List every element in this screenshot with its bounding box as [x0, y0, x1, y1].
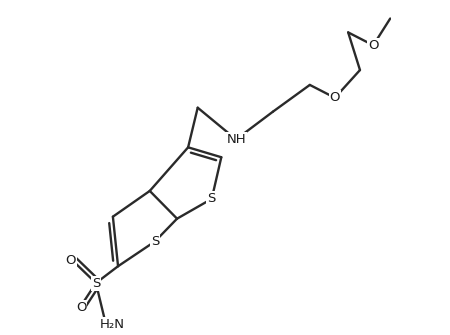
- Text: NH: NH: [226, 133, 246, 146]
- Text: S: S: [92, 277, 100, 289]
- Text: O: O: [66, 254, 76, 267]
- Text: S: S: [207, 192, 216, 205]
- Text: S: S: [151, 235, 159, 248]
- Text: O: O: [76, 302, 86, 314]
- Text: O: O: [330, 91, 340, 104]
- Text: H₂N: H₂N: [100, 318, 125, 331]
- Text: O: O: [368, 39, 378, 52]
